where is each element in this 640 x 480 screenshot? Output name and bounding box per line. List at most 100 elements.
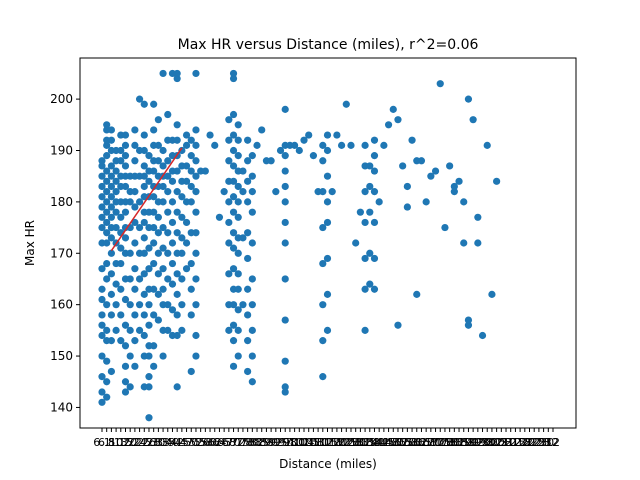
data-point	[182, 177, 191, 185]
data-point	[366, 280, 374, 288]
data-point	[370, 167, 379, 175]
data-point	[276, 146, 285, 155]
x-tick-label: 185	[449, 436, 470, 449]
data-point	[178, 213, 186, 221]
data-point	[370, 254, 379, 263]
data-point	[225, 239, 233, 247]
data-point	[140, 100, 148, 108]
x-tick-label: 80	[245, 436, 259, 449]
x-tick-label: 140	[364, 436, 385, 449]
data-point	[150, 285, 158, 293]
data-point	[375, 198, 383, 206]
data-point	[117, 146, 125, 155]
data-point	[173, 188, 181, 196]
data-point	[389, 105, 397, 113]
data-point	[187, 367, 195, 376]
data-point	[98, 172, 106, 180]
data-point	[436, 80, 444, 88]
data-point	[121, 162, 130, 170]
data-point	[150, 311, 158, 319]
data-point	[131, 362, 139, 370]
data-point	[159, 198, 167, 206]
x-tick-label: 90	[264, 436, 278, 449]
data-point	[121, 208, 130, 216]
x-tick-label: 62	[208, 436, 222, 449]
data-point	[103, 208, 111, 216]
x-tick-label: 22	[128, 436, 142, 449]
data-point	[244, 157, 252, 165]
data-point	[370, 285, 379, 293]
x-tick-label: 220	[514, 436, 535, 449]
x-tick-label: 125	[336, 436, 357, 449]
data-point	[244, 311, 252, 319]
data-point	[178, 249, 186, 257]
x-tick-label: 105	[298, 436, 319, 449]
data-point	[244, 229, 252, 237]
x-tick-label: 232	[538, 436, 559, 449]
data-point	[281, 316, 289, 324]
data-point	[234, 198, 242, 206]
data-point	[244, 254, 252, 263]
data-point	[145, 244, 153, 252]
data-point	[154, 229, 162, 237]
data-point	[229, 162, 238, 170]
data-point	[131, 218, 139, 227]
data-point	[281, 182, 289, 191]
x-tick-label: 198	[472, 436, 493, 449]
data-point	[248, 239, 256, 247]
x-tick-label: 228	[528, 436, 549, 449]
data-point	[103, 393, 111, 401]
data-point	[131, 157, 139, 165]
data-point	[173, 208, 181, 216]
trend-line	[110, 147, 183, 252]
data-point	[126, 383, 134, 391]
data-point	[117, 285, 125, 293]
data-point	[159, 162, 167, 170]
data-point	[131, 188, 139, 196]
data-point	[168, 306, 177, 314]
data-point	[192, 188, 200, 196]
data-point	[112, 223, 120, 232]
data-point	[145, 152, 153, 160]
data-point	[234, 285, 242, 293]
data-point	[229, 146, 238, 155]
x-tick-label: 135	[355, 436, 376, 449]
data-point	[107, 172, 115, 180]
x-tick-label: 12	[546, 436, 560, 449]
data-point	[366, 249, 374, 257]
data-point	[234, 152, 242, 160]
x-tick-label: 178	[434, 436, 455, 449]
x-tick-label: 190	[458, 436, 479, 449]
data-point	[126, 326, 134, 334]
data-point	[98, 193, 106, 201]
x-tick-label: 132	[350, 436, 371, 449]
data-point	[103, 177, 111, 185]
data-point	[117, 259, 125, 268]
data-point	[140, 182, 148, 191]
x-tick-label: 110	[308, 436, 329, 449]
x-tick-label: 30	[151, 436, 165, 449]
data-point	[225, 218, 233, 227]
data-point	[112, 301, 120, 309]
data-point	[107, 182, 115, 191]
data-point	[150, 193, 158, 201]
data-point	[248, 152, 256, 160]
data-point	[121, 234, 130, 242]
y-tick-label: 170	[50, 246, 73, 260]
data-point	[164, 172, 172, 180]
data-point	[366, 208, 374, 216]
data-point	[229, 74, 238, 83]
data-point	[239, 301, 247, 309]
data-point	[173, 383, 181, 391]
x-tick-label: 192	[463, 436, 484, 449]
data-point	[281, 152, 289, 160]
data-point	[328, 188, 336, 196]
x-tick-label: 60	[203, 436, 217, 449]
data-point	[323, 254, 332, 263]
x-tick-label: 6.5	[98, 436, 116, 449]
data-point	[140, 162, 148, 170]
data-point	[103, 121, 111, 129]
x-tick-label: 55	[194, 436, 208, 449]
data-point	[173, 167, 181, 175]
